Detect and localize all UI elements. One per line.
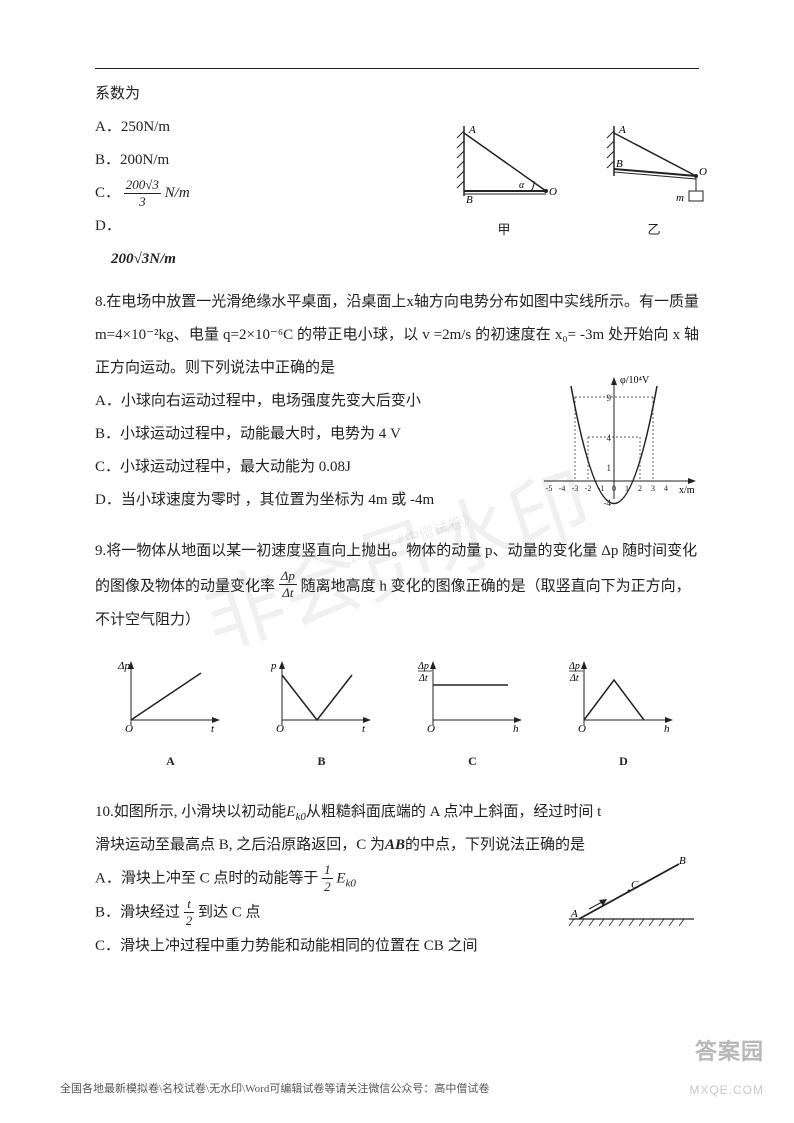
q9-frac-num: Δp [279, 568, 297, 585]
svg-text:O: O [276, 723, 284, 735]
q9-frac: Δp Δt [279, 568, 297, 600]
q9-fig-b: p t O B [267, 655, 377, 774]
q10-line1: 10.如图所示, 小滑块以初动能Ek0从粗糙斜面底端的 A 点冲上斜面，经过时间… [95, 796, 699, 829]
q7-options: A．250N/m B．200N/m C． 200√3 3 N/m D． 200√… [95, 111, 699, 276]
svg-text:Δt: Δt [418, 673, 428, 684]
svg-text:3: 3 [651, 484, 655, 493]
q10-l1b: 从粗糙斜面底端的 A 点冲上斜面，经过时间 t [306, 804, 601, 820]
svg-text:t: t [362, 723, 366, 735]
q7-fig1-svg: A B α O [449, 121, 559, 216]
svg-text:2: 2 [638, 484, 642, 493]
svg-text:O: O [427, 723, 435, 735]
q7-fig-1: A B α O 甲 [449, 121, 559, 245]
q9-frac-den: Δt [279, 585, 297, 601]
svg-text:h: h [664, 723, 670, 735]
svg-text:B: B [679, 855, 686, 867]
q9-label-b: B [267, 748, 377, 774]
svg-text:B: B [616, 158, 623, 170]
q9-label-c: C [418, 748, 528, 774]
svg-text:A: A [570, 908, 578, 920]
svg-text:m: m [676, 192, 684, 204]
q10-optA-E: E [336, 871, 345, 887]
footer-url: MXQE.COM [689, 1077, 764, 1103]
svg-text:α: α [519, 180, 525, 191]
svg-text:p: p [270, 660, 277, 672]
q7-fig1-label: 甲 [449, 216, 559, 245]
svg-text:t: t [211, 723, 215, 735]
svg-text:0: 0 [612, 484, 616, 493]
svg-text:-2: -2 [585, 484, 592, 493]
footer-right: 答案园 MXQE.COM [689, 1028, 764, 1103]
svg-text:Δt: Δt [569, 673, 579, 684]
q10-l1a: 10.如图所示, 小滑块以初动能 [95, 804, 286, 820]
svg-text:-3: -3 [572, 484, 579, 493]
svg-text:-4: -4 [559, 484, 566, 493]
svg-text:4: 4 [664, 484, 668, 493]
q9-label-d: D [569, 748, 679, 774]
q7-optd-text: 200√3N/m [111, 251, 176, 267]
q9-text: 9.将一物体从地面以某一初速度竖直向上抛出。物体的动量 p、动量的变化量 Δp … [95, 535, 699, 637]
q7-optc-prefix: C． [95, 185, 120, 201]
q7-fig2-label: 乙 [599, 216, 709, 245]
q9-fig-c: Δp Δt h O C [418, 655, 528, 774]
q9-figures: Δp t O A p t O B [95, 655, 699, 774]
svg-text:1: 1 [607, 463, 612, 473]
svg-text:A: A [468, 124, 476, 136]
q8-opt-a: A．小球向右运动过程中，电场强度先变大后变小 [95, 385, 475, 418]
q10-optB-a: B．滑块经过 [95, 905, 180, 921]
svg-text:9: 9 [607, 393, 612, 403]
q10-optB-num: t [184, 896, 195, 913]
q10-optB-den: 2 [184, 913, 195, 929]
q10-l2AB: AB [385, 837, 405, 853]
q7-optd-prefix: D． [95, 218, 121, 234]
svg-text:4: 4 [607, 433, 612, 443]
svg-text:h: h [513, 723, 519, 735]
svg-text:O: O [125, 723, 133, 735]
q8: 8.在电场中放置一光滑绝缘水平桌面，沿桌面上x轴方向电势分布如图中实线所示。有一… [95, 286, 699, 517]
q7-fig2-svg: A B O m [599, 121, 709, 216]
q10-l2b: 的中点，下列说法正确的是 [405, 837, 585, 853]
q10-figure: A B C [559, 854, 699, 942]
q10-optA-sub: k0 [346, 878, 356, 890]
q10-optB-b: 到达 C 点 [198, 905, 261, 921]
q7-optc-num: 200√3 [124, 177, 161, 194]
q10-optA-num: 1 [322, 862, 333, 879]
q9-fig-a: Δp t O A [116, 655, 226, 774]
q8-figure: φ/10⁴V x/m -5-4-3 -2-10 123 4 9 4 1 -4 [534, 371, 699, 524]
footer-brand: 答案园 [689, 1028, 764, 1076]
svg-text:O: O [699, 166, 707, 178]
q9: 9.将一物体从地面以某一初速度竖直向上抛出。物体的动量 p、动量的变化量 Δp … [95, 535, 699, 774]
svg-text:-5: -5 [546, 484, 553, 493]
svg-text:A: A [618, 124, 626, 136]
q9-label-a: A [116, 748, 226, 774]
q7-optc-unit: N/m [165, 185, 190, 201]
q7-figures: A B α O 甲 [449, 121, 709, 245]
q10-l1sub: k0 [295, 811, 305, 823]
page-content: 系数为 A．250N/m B．200N/m C． 200√3 3 N/m D． … [95, 60, 699, 963]
q7-fig-2: A B O m 乙 [599, 121, 709, 245]
q10: 10.如图所示, 小滑块以初动能Ek0从粗糙斜面底端的 A 点冲上斜面，经过时间… [95, 796, 699, 963]
q9-fig-d: Δp Δt h O D [569, 655, 679, 774]
q7-lead: 系数为 [95, 78, 699, 111]
svg-text:O: O [578, 723, 586, 735]
q10-optB-frac: t 2 [184, 896, 195, 928]
svg-text:x/m: x/m [679, 485, 695, 496]
svg-text:O: O [549, 186, 557, 198]
svg-text:Δp: Δp [117, 660, 130, 672]
footer-left: 全国各地最新模拟卷\名校试卷\无水印\Word可编辑试卷等请关注微信公众号：高中… [60, 1077, 489, 1101]
q10-optA-frac: 1 2 [322, 862, 333, 894]
q10-l2a: 滑块运动至最高点 B, 之后沿原路返回，C 为 [95, 837, 385, 853]
q10-optA-text: A．滑块上冲至 C 点时的动能等于 [95, 871, 318, 887]
svg-text:B: B [466, 194, 473, 206]
q10-optA-den: 2 [322, 879, 333, 895]
svg-text:Δp: Δp [418, 661, 429, 672]
q7-optc-frac: 200√3 3 [124, 177, 161, 209]
svg-text:φ/10⁴V: φ/10⁴V [620, 375, 650, 386]
q7-optc-den: 3 [124, 194, 161, 210]
svg-text:Δp: Δp [569, 661, 580, 672]
svg-text:C: C [631, 879, 639, 891]
